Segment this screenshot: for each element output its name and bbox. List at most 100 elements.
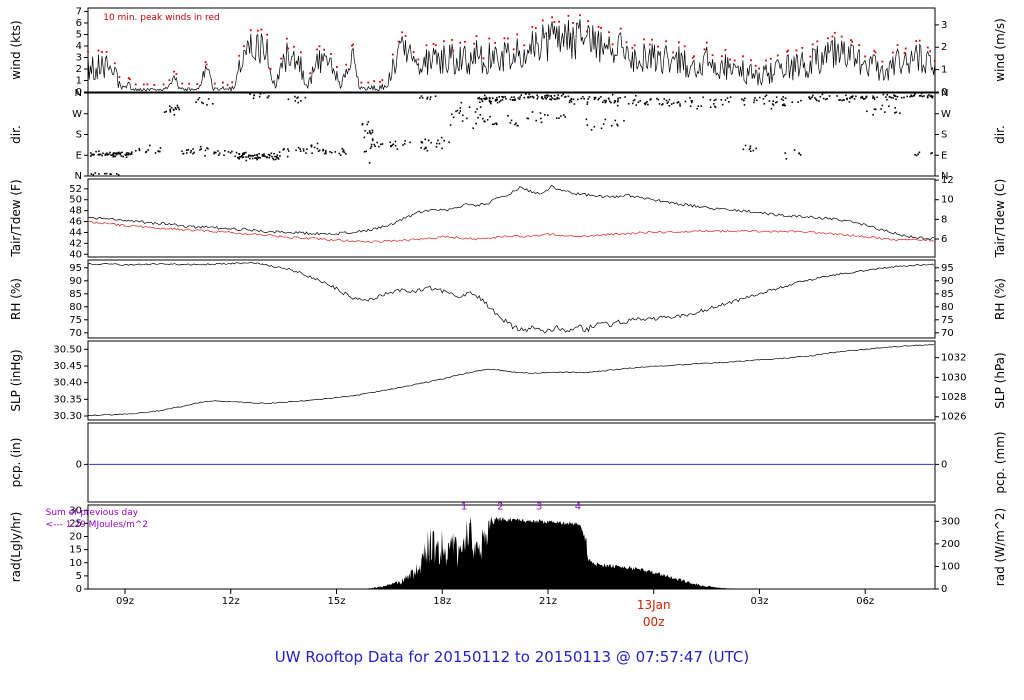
ytick-right-dir: W xyxy=(941,109,951,120)
ytick-right-slp: 1032 xyxy=(941,353,966,364)
ytick-right-slp: 1028 xyxy=(941,392,966,403)
xtick-label: 09z xyxy=(116,596,134,607)
series-wind-speed xyxy=(87,19,936,93)
ytick-right-rh: 70 xyxy=(941,328,954,339)
point-label-rad: 2 xyxy=(497,502,503,513)
ytick-right-temp: 6 xyxy=(941,234,947,245)
annotation-rad: Sum of previous day xyxy=(46,508,139,518)
ytick-right-dir: E xyxy=(941,150,947,161)
point-label-rad: 3 xyxy=(536,502,542,513)
point-label-rad: 4 xyxy=(575,502,581,513)
axis-label-right-rh: RH (%) xyxy=(993,278,1007,320)
ytick-right-rh: 80 xyxy=(941,302,954,313)
ytick-right-wind: 1 xyxy=(941,65,947,76)
series-sea-level-pressure xyxy=(87,343,935,416)
ytick-left-slp: 30.35 xyxy=(53,394,82,405)
axis-label-right-pcp: pcp. (mm) xyxy=(993,431,1007,493)
ytick-right-rad: 0 xyxy=(941,584,947,595)
ytick-right-wind: 0 xyxy=(941,87,947,98)
ytick-left-temp: 44 xyxy=(69,227,82,238)
panel-slp: 30.30 30.35 30.40 30.45 30.50 1026 1028 1030 103… xyxy=(9,340,1007,423)
ytick-left-temp: 52 xyxy=(69,184,82,195)
ytick-right-wind: 3 xyxy=(941,20,947,31)
ytick-left-rad: 0 xyxy=(76,584,82,595)
xtick-date-label: 13Jan xyxy=(637,598,671,612)
series-wind-speed-peaks xyxy=(87,14,936,86)
series-wind-direction xyxy=(89,92,934,176)
ytick-left-wind: 7 xyxy=(76,6,82,17)
ytick-left-dir: W xyxy=(72,109,82,120)
axis-label-right-slp: SLP (hPa) xyxy=(993,352,1007,408)
ytick-right-rad: 100 xyxy=(941,561,960,572)
ytick-left-slp: 30.45 xyxy=(53,361,82,372)
point-label-rad: 1 xyxy=(461,502,467,513)
ytick-left-temp: 42 xyxy=(69,238,82,249)
ytick-right-wind: 2 xyxy=(941,42,947,53)
axis-label-left-temp: Tair/Tdew (F) xyxy=(9,179,23,257)
ytick-left-wind: 6 xyxy=(76,18,82,29)
ytick-right-temp: 10 xyxy=(941,195,954,206)
ytick-right-rad: 200 xyxy=(941,539,960,550)
axis-label-right-dir: dir. xyxy=(993,125,1007,144)
ytick-left-pcp: 0 xyxy=(76,459,82,470)
ytick-left-rh: 70 xyxy=(69,328,82,339)
ytick-left-slp: 30.40 xyxy=(53,378,82,389)
series-Tair xyxy=(87,184,934,240)
xtick-label: 03z xyxy=(750,596,768,607)
ytick-left-wind: 3 xyxy=(76,52,82,63)
ytick-left-wind: 4 xyxy=(76,41,82,52)
ytick-left-rh: 80 xyxy=(69,302,82,313)
ytick-left-rad: 25 xyxy=(69,518,82,529)
xtick-label: 15z xyxy=(328,596,346,607)
ytick-right-rh: 75 xyxy=(941,315,954,326)
axis-label-left-dir: dir. xyxy=(9,125,23,144)
ytick-left-temp: 40 xyxy=(69,249,82,260)
xtick-label: 06z xyxy=(856,596,874,607)
ytick-right-rh: 95 xyxy=(941,263,954,274)
xtick-label: 21z xyxy=(539,596,557,607)
ytick-left-dir: N xyxy=(75,88,82,99)
axis-label-left-wind: wind (kts) xyxy=(9,20,23,79)
xtick-label: 12z xyxy=(222,596,240,607)
ytick-left-temp: 46 xyxy=(69,217,82,228)
ytick-left-slp: 30.50 xyxy=(53,344,82,355)
ytick-left-wind: 5 xyxy=(76,29,82,40)
ytick-right-dir: S xyxy=(941,130,947,141)
ytick-right-dir: N xyxy=(941,88,948,99)
axis-label-left-rad: rad(Lgly/hr) xyxy=(9,512,23,583)
ytick-left-rh: 90 xyxy=(69,276,82,287)
ytick-right-dir: N xyxy=(941,171,948,182)
ytick-left-rad: 30 xyxy=(69,505,82,516)
ytick-left-slp: 30.30 xyxy=(53,411,82,422)
series-solar-radiation xyxy=(88,516,935,589)
ytick-left-rad: 20 xyxy=(69,532,82,543)
panel-rh: 70 75 80 85 90 95 70 75 80 85 90 95 RH (%) RH (%) xyxy=(9,259,1007,339)
axis-label-right-rad: rad (W/m^2) xyxy=(993,508,1007,586)
ytick-left-dir: S xyxy=(76,130,82,141)
ytick-left-rh: 95 xyxy=(69,263,82,274)
panel-pcp: 0 0 pcp. (in) pcp. (mm) xyxy=(9,422,1007,503)
ytick-right-temp: 8 xyxy=(941,214,947,225)
ytick-right-rad: 300 xyxy=(941,516,960,527)
ytick-right-rh: 85 xyxy=(941,289,954,300)
ytick-right-pcp: 0 xyxy=(941,459,947,470)
ytick-left-temp: 50 xyxy=(69,195,82,206)
series-relative-humidity xyxy=(87,262,935,334)
ytick-left-rh: 85 xyxy=(69,289,82,300)
chart-title: UW Rooftop Data for 20150112 to 20150113… xyxy=(274,648,750,666)
ytick-right-temp: 12 xyxy=(941,175,954,186)
ytick-left-wind: 2 xyxy=(76,64,82,75)
ytick-left-temp: 48 xyxy=(69,206,82,217)
ytick-right-slp: 1026 xyxy=(941,412,966,423)
ytick-left-rad: 5 xyxy=(76,571,82,582)
ytick-left-rh: 75 xyxy=(69,315,82,326)
ytick-left-rad: 10 xyxy=(69,558,82,569)
ytick-left-wind: 0 xyxy=(76,87,82,98)
annotation-rad: <--- 1.29 MJoules/m^2 xyxy=(46,520,148,530)
xtick-label: 00z xyxy=(643,615,665,629)
